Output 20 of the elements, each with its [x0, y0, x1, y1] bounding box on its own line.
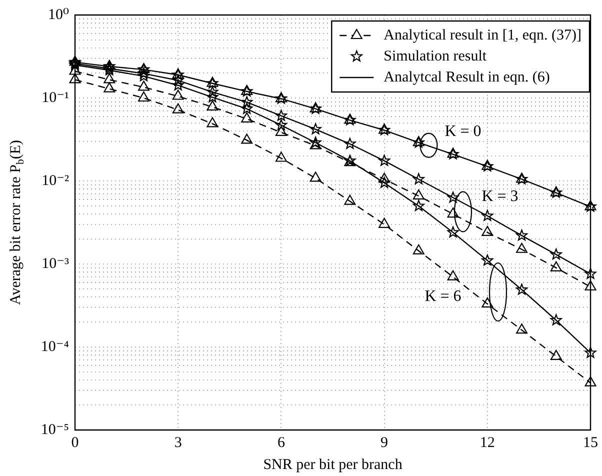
y-tick-label: 10⁻⁴ [40, 338, 69, 355]
y-tick-label: 10⁻⁵ [40, 422, 69, 438]
y-tick-label: 10⁰ [48, 6, 69, 23]
x-tick-label: 9 [380, 434, 388, 451]
x-tick-label: 6 [277, 434, 286, 451]
x-tick-label: 15 [583, 434, 598, 451]
legend-label: Analytcal Result in eqn. (6) [384, 69, 550, 86]
y-axis-title: Average bit error rate Pb(E) [8, 140, 26, 306]
annotation: K = 0 [444, 123, 482, 140]
x-tick-label: 0 [71, 434, 79, 451]
x-tick-label: 3 [174, 434, 182, 451]
legend-label: Simulation result [384, 48, 488, 64]
y-tick-label: 10⁻³ [42, 256, 70, 272]
annotation: K = 3 [482, 188, 518, 206]
x-axis-title: SNR per bit per branch [263, 456, 403, 473]
annotation: K = 6 [424, 288, 462, 306]
y-tick-label: 10⁻² [42, 172, 70, 189]
y-tick-label: 10⁻¹ [42, 90, 69, 106]
x-tick-label: 12 [480, 434, 495, 451]
legend-label: Analytical result in [1, eqn. (37)] [384, 27, 582, 44]
